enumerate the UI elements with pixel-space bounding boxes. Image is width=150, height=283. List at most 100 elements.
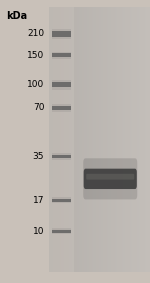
Bar [117, 7, 118, 272]
Bar [54, 7, 55, 272]
Bar [131, 7, 132, 272]
Bar [84, 7, 85, 272]
Bar [99, 7, 101, 272]
Bar [107, 7, 108, 272]
Bar [122, 7, 123, 272]
Bar [121, 7, 122, 272]
Bar [55, 7, 56, 272]
Bar [115, 7, 116, 272]
FancyBboxPatch shape [84, 169, 137, 189]
Bar [61, 7, 63, 272]
Bar [52, 53, 71, 57]
Bar [141, 7, 142, 272]
Bar [142, 7, 144, 272]
Bar [147, 7, 149, 272]
Bar [98, 7, 99, 272]
Bar [52, 82, 71, 87]
Bar [80, 7, 82, 272]
Bar [97, 7, 98, 272]
Bar [68, 7, 69, 272]
Bar [52, 155, 71, 158]
Bar [56, 7, 58, 272]
Bar [51, 7, 52, 272]
Bar [88, 7, 89, 272]
Bar [126, 7, 127, 272]
Bar [79, 7, 80, 272]
Bar [106, 7, 107, 272]
Text: 10: 10 [33, 227, 44, 236]
Text: 210: 210 [27, 29, 44, 38]
Text: 150: 150 [27, 51, 44, 60]
Bar [83, 7, 84, 272]
Bar [58, 7, 59, 272]
Bar [85, 7, 87, 272]
Bar [52, 199, 71, 201]
Bar [103, 7, 104, 272]
Bar [146, 7, 147, 272]
Bar [118, 7, 120, 272]
Bar [49, 7, 50, 272]
Bar [101, 7, 102, 272]
Bar [70, 7, 72, 272]
Bar [112, 7, 113, 272]
Bar [144, 7, 145, 272]
Bar [134, 7, 135, 272]
Bar [149, 7, 150, 272]
Bar [108, 7, 110, 272]
Bar [78, 7, 79, 272]
Bar [123, 7, 125, 272]
Bar [52, 52, 71, 59]
Bar [75, 7, 77, 272]
Bar [137, 7, 139, 272]
Bar [60, 7, 61, 272]
FancyBboxPatch shape [83, 158, 137, 200]
Bar [52, 31, 71, 37]
Bar [140, 7, 141, 272]
Bar [72, 7, 73, 272]
Bar [129, 7, 130, 272]
Bar [111, 7, 112, 272]
Bar [52, 7, 54, 272]
Bar [69, 7, 70, 272]
Bar [104, 7, 106, 272]
Bar [74, 7, 75, 272]
Bar [110, 7, 111, 272]
Text: 35: 35 [33, 152, 44, 161]
Bar [139, 7, 140, 272]
Bar [50, 7, 51, 272]
Bar [120, 7, 121, 272]
Bar [82, 7, 83, 272]
Bar [145, 7, 146, 272]
Bar [87, 7, 88, 272]
Bar [52, 230, 71, 233]
Bar [135, 7, 136, 272]
Bar [73, 7, 74, 272]
Bar [90, 7, 92, 272]
Bar [52, 106, 71, 110]
Bar [93, 7, 94, 272]
Text: 70: 70 [33, 103, 44, 112]
Text: 17: 17 [33, 196, 44, 205]
Bar [65, 7, 66, 272]
Bar [125, 7, 126, 272]
Bar [116, 7, 117, 272]
Bar [52, 29, 71, 39]
Bar [92, 7, 93, 272]
Bar [52, 197, 71, 203]
Bar [52, 104, 71, 112]
Bar [94, 7, 96, 272]
Bar [64, 7, 65, 272]
Bar [136, 7, 137, 272]
Bar [102, 7, 103, 272]
Bar [77, 7, 78, 272]
Bar [63, 7, 64, 272]
Bar [52, 153, 71, 160]
Bar [113, 7, 115, 272]
Bar [52, 80, 71, 90]
Bar [59, 7, 60, 272]
Bar [52, 228, 71, 234]
Text: 100: 100 [27, 80, 44, 89]
Bar [96, 7, 97, 272]
FancyBboxPatch shape [86, 174, 134, 180]
Bar [89, 7, 90, 272]
